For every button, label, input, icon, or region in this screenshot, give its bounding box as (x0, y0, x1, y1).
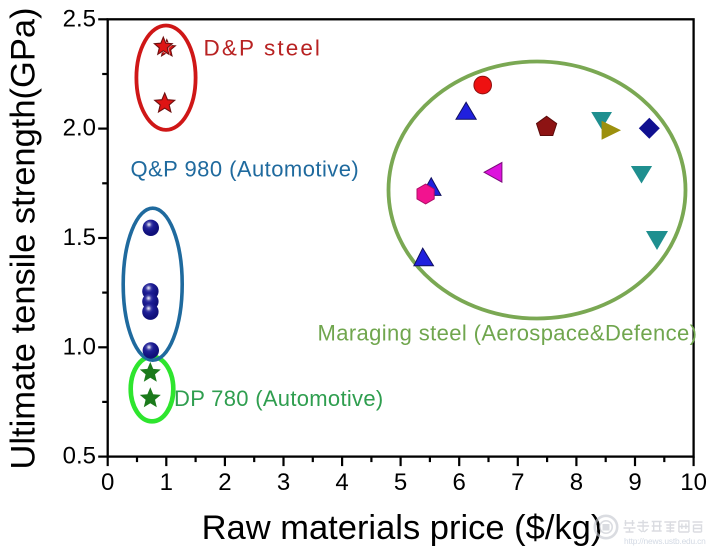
svg-text:4: 4 (335, 469, 348, 496)
svg-text:7: 7 (511, 469, 524, 496)
svg-text:6: 6 (453, 469, 466, 496)
svg-text:3: 3 (277, 469, 290, 496)
svg-text:8: 8 (570, 469, 583, 496)
svg-text:Raw materials price ($/kg): Raw materials price ($/kg) (202, 509, 603, 547)
svg-text:1.5: 1.5 (63, 224, 96, 251)
svg-text:1: 1 (160, 469, 173, 496)
svg-text:0: 0 (101, 469, 114, 496)
svg-text:Ultimate tensile strength(GPa): Ultimate tensile strength(GPa) (5, 7, 43, 469)
svg-text:2.0: 2.0 (63, 115, 96, 142)
svg-text:2: 2 (218, 469, 231, 496)
svg-text:D&P steel: D&P steel (204, 36, 323, 61)
svg-text:0.5: 0.5 (63, 443, 96, 470)
svg-text:1.0: 1.0 (63, 333, 96, 360)
svg-text:Q&P 980 (Automotive): Q&P 980 (Automotive) (131, 157, 360, 182)
svg-text:10: 10 (680, 469, 707, 496)
svg-text:http://news.ustb.edu.cn: http://news.ustb.edu.cn (624, 536, 706, 546)
svg-text:9: 9 (628, 469, 641, 496)
svg-text:Maraging steel (Aerospace&Defe: Maraging steel (Aerospace&Defence) (318, 321, 698, 346)
svg-text:2.5: 2.5 (63, 5, 96, 32)
svg-text:5: 5 (394, 469, 407, 496)
svg-text:DP 780 (Automotive): DP 780 (Automotive) (174, 386, 384, 411)
